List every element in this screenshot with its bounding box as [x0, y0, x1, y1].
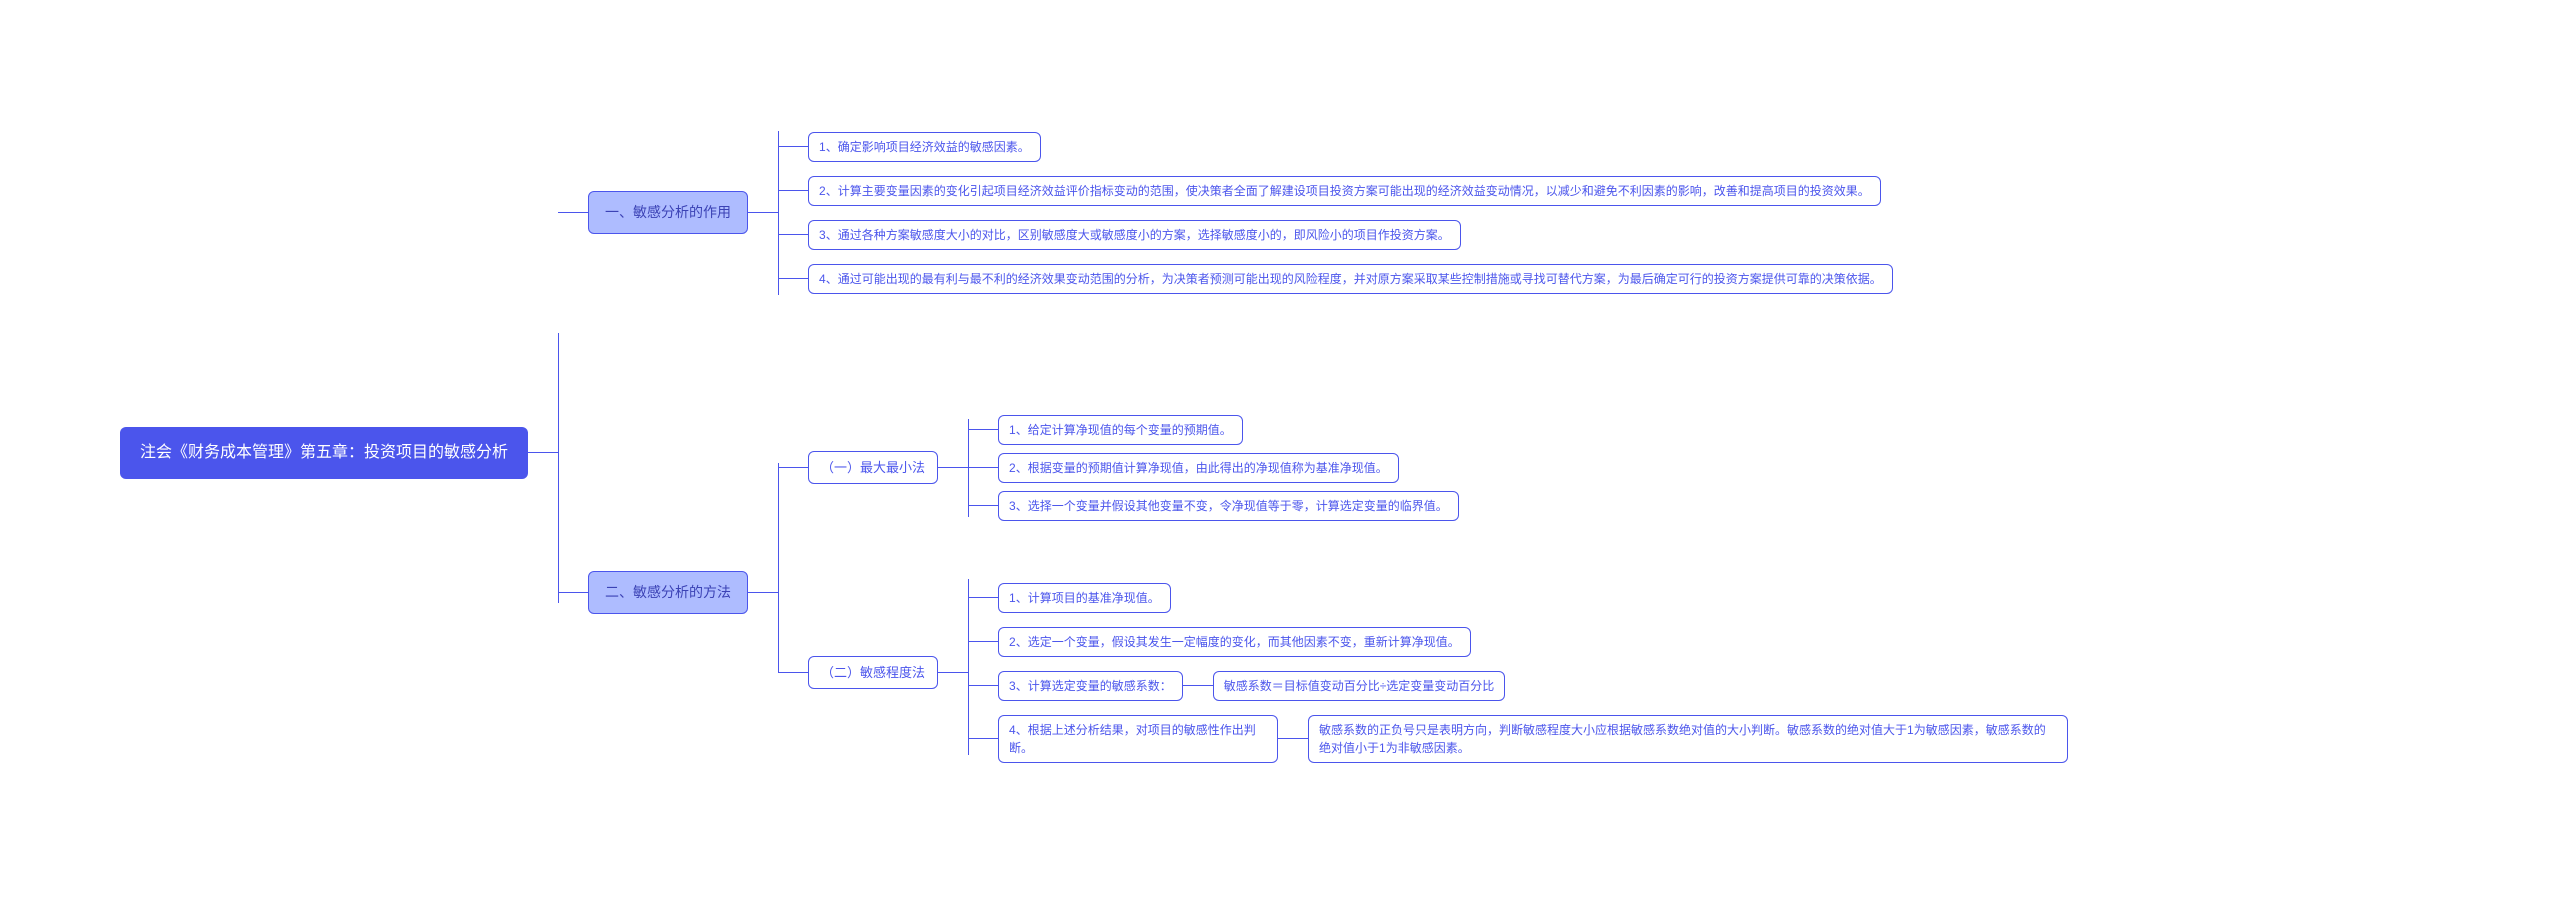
- leaf-2-2-4-row: 4、根据上述分析结果，对项目的敏感性作出判断。 敏感系数的正负号只是表明方向，判…: [998, 715, 2068, 763]
- leaf-2-1-2-row: 2、根据变量的预期值计算净现值，由此得出的净现值称为基准净现值。: [998, 453, 1459, 483]
- leaf-2-1-2[interactable]: 2、根据变量的预期值计算净现值，由此得出的净现值称为基准净现值。: [998, 453, 1399, 483]
- leaf-1-2-row: 2、计算主要变量因素的变化引起项目经济效益评价指标变动的范围，使决策者全面了解建…: [808, 176, 1893, 206]
- connector: [938, 672, 968, 673]
- connector: [748, 592, 778, 593]
- leaf-1-1[interactable]: 1、确定影响项目经济效益的敏感因素。: [808, 132, 1041, 162]
- mindmap-root-container: 注会《财务成本管理》第五章：投资项目的敏感分析 一、敏感分析的作用 1、确定影响…: [20, 20, 2540, 885]
- leaf-2-2-2-row: 2、选定一个变量，假设其发生一定幅度的变化，而其他因素不变，重新计算净现值。: [998, 627, 2068, 657]
- leaf-2-2-4-extra[interactable]: 敏感系数的正负号只是表明方向，判断敏感程度大小应根据敏感系数绝对值的大小判断。敏…: [1308, 715, 2068, 763]
- leaf-1-4[interactable]: 4、通过可能出现的最有利与最不利的经济效果变动范围的分析，为决策者预测可能出现的…: [808, 264, 1893, 294]
- root-row: 注会《财务成本管理》第五章：投资项目的敏感分析 一、敏感分析的作用 1、确定影响…: [120, 113, 2068, 793]
- join-b1: [778, 113, 808, 313]
- leaf-1-3-row: 3、通过各种方案敏感度大小的对比，区别敏感度大或敏感度小的方案，选择敏感度小的，…: [808, 220, 1893, 250]
- leaf-2-1-3-row: 3、选择一个变量并假设其他变量不变，令净现值等于零，计算选定变量的临界值。: [998, 491, 1459, 521]
- root-node[interactable]: 注会《财务成本管理》第五章：投资项目的敏感分析: [120, 427, 528, 479]
- sub-2-1-node[interactable]: （一）最大最小法: [808, 451, 938, 485]
- branch-1-row: 一、敏感分析的作用 1、确定影响项目经济效益的敏感因素。 2、计算主要变量因素的…: [588, 113, 2068, 313]
- leaf-2-2-1[interactable]: 1、计算项目的基准净现值。: [998, 583, 1171, 613]
- leaf-2-2-3-row: 3、计算选定变量的敏感系数： 敏感系数＝目标值变动百分比÷选定变量变动百分比: [998, 671, 2068, 701]
- branch-1-node[interactable]: 一、敏感分析的作用: [588, 191, 748, 234]
- connector: [938, 467, 968, 468]
- branch-2-children: （一）最大最小法 1、给定计算净现值的每个变量的预期值。: [808, 403, 2068, 783]
- leaf-2-2-1-row: 1、计算项目的基准净现值。: [998, 583, 2068, 613]
- join-s21: [968, 403, 998, 533]
- leaf-2-2-3-extra[interactable]: 敏感系数＝目标值变动百分比÷选定变量变动百分比: [1213, 671, 1506, 701]
- join-root: [558, 213, 588, 693]
- connector: [748, 212, 778, 213]
- leaf-2-1-1[interactable]: 1、给定计算净现值的每个变量的预期值。: [998, 415, 1243, 445]
- leaf-2-2-3[interactable]: 3、计算选定变量的敏感系数：: [998, 671, 1183, 701]
- branches-col: 一、敏感分析的作用 1、确定影响项目经济效益的敏感因素。 2、计算主要变量因素的…: [588, 113, 2068, 793]
- leaf-1-2[interactable]: 2、计算主要变量因素的变化引起项目经济效益评价指标变动的范围，使决策者全面了解建…: [808, 176, 1881, 206]
- sub-2-1-children: 1、给定计算净现值的每个变量的预期值。 2、根据变量的预期值计算净现值，由此得出…: [998, 415, 1459, 521]
- sub-2-2-children: 1、计算项目的基准净现值。 2、选定一个变量，假设其发生一定幅度的变化，而其他因…: [998, 583, 2068, 763]
- connector: [1278, 738, 1308, 739]
- connector: [1183, 685, 1213, 686]
- branch-2-row: 二、敏感分析的方法 （一）最大最小法: [588, 393, 2068, 793]
- sub-2-2-node[interactable]: （二）敏感程度法: [808, 656, 938, 690]
- join-s22: [968, 563, 998, 783]
- sub-2-2-row: （二）敏感程度法 1、计算项目的基准净现值。: [808, 563, 2068, 783]
- leaf-2-1-1-row: 1、给定计算净现值的每个变量的预期值。: [998, 415, 1459, 445]
- leaf-1-1-row: 1、确定影响项目经济效益的敏感因素。: [808, 132, 1893, 162]
- branch-2-node[interactable]: 二、敏感分析的方法: [588, 571, 748, 614]
- leaf-1-3[interactable]: 3、通过各种方案敏感度大小的对比，区别敏感度大或敏感度小的方案，选择敏感度小的，…: [808, 220, 1461, 250]
- connector: [528, 452, 558, 453]
- leaf-2-2-2[interactable]: 2、选定一个变量，假设其发生一定幅度的变化，而其他因素不变，重新计算净现值。: [998, 627, 1471, 657]
- branch-1-children: 1、确定影响项目经济效益的敏感因素。 2、计算主要变量因素的变化引起项目经济效益…: [808, 132, 1893, 294]
- leaf-2-2-4[interactable]: 4、根据上述分析结果，对项目的敏感性作出判断。: [998, 715, 1278, 763]
- leaf-1-4-row: 4、通过可能出现的最有利与最不利的经济效果变动范围的分析，为决策者预测可能出现的…: [808, 264, 1893, 294]
- sub-2-1-row: （一）最大最小法 1、给定计算净现值的每个变量的预期值。: [808, 403, 2068, 533]
- join-b2: [778, 393, 808, 793]
- leaf-2-1-3[interactable]: 3、选择一个变量并假设其他变量不变，令净现值等于零，计算选定变量的临界值。: [998, 491, 1459, 521]
